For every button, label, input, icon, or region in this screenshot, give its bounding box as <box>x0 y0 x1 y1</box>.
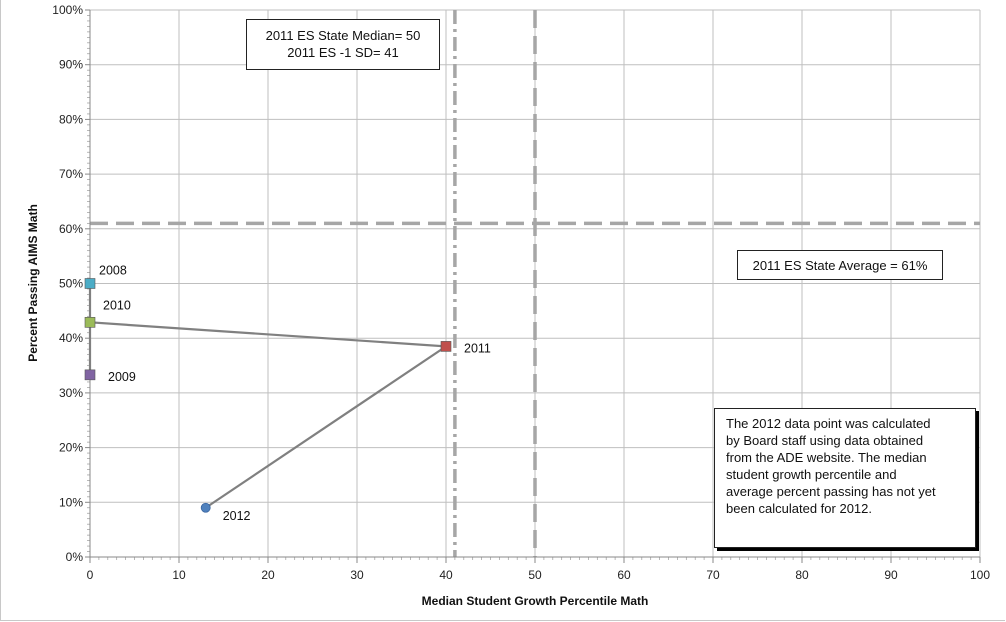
median-annotation-box: 2011 ES State Median= 50 2011 ES -1 SD= … <box>246 19 440 70</box>
note-line: average percent passing has not yet <box>726 484 936 499</box>
y-tick-label: 50% <box>59 277 83 291</box>
y-tick-label: 90% <box>59 58 83 72</box>
axes: 0% 10% 20% 30% 40% 50% 60% 70% 80% 90% 100% 0 10 20 30… <box>52 3 990 582</box>
y-tick-label: 80% <box>59 112 83 126</box>
data-label-2010: 2010 <box>103 298 131 312</box>
average-annotation-box: 2011 ES State Average = 61% <box>737 250 943 280</box>
x-tick-label: 10 <box>172 568 186 582</box>
note-line: The 2012 data point was calculated <box>726 416 931 431</box>
data-point-2008 <box>84 278 96 289</box>
x-tick-label: 40 <box>439 568 453 582</box>
x-tick-label: 90 <box>884 568 898 582</box>
data-label-2011: 2011 <box>464 341 491 355</box>
x-tick-label: 100 <box>970 568 990 582</box>
note-line: from the ADE website. The median <box>726 450 927 465</box>
y-tick-label: 60% <box>59 222 83 236</box>
data-label-2008: 2008 <box>99 264 127 278</box>
x-tick-label: 20 <box>261 568 275 582</box>
y-tick-label: 30% <box>59 386 83 400</box>
data-point-2009 <box>84 369 96 381</box>
y-tick-label: 10% <box>59 495 83 509</box>
sd-annotation-line: 2011 ES -1 SD= 41 <box>287 45 399 60</box>
y-tick-label: 40% <box>59 331 83 345</box>
median-annotation-line: 2011 ES State Median= 50 <box>265 28 421 43</box>
note-line: been calculated for 2012. <box>726 501 872 516</box>
average-annotation-text: 2011 ES State Average = 61% <box>752 258 928 273</box>
note-line: by Board staff using data obtained <box>726 433 924 448</box>
y-tick-label: 70% <box>59 167 83 181</box>
note-annotation-box: The 2012 data point was calculated by Bo… <box>714 408 976 548</box>
point-labels: 2008 2009 2010 2011 2012 <box>99 264 491 523</box>
y-tick-label: 0% <box>66 550 84 564</box>
x-tick-label: 0 <box>87 568 94 582</box>
y-axis-title: Percent Passing AIMS Math <box>26 204 40 362</box>
data-point-2011 <box>440 341 452 352</box>
x-tick-label: 80 <box>795 568 809 582</box>
data-label-2009: 2009 <box>108 370 136 384</box>
x-axis-title: Median Student Growth Percentile Math <box>422 594 649 608</box>
x-tick-label: 70 <box>706 568 720 582</box>
data-points <box>84 278 452 513</box>
x-tick-label: 30 <box>350 568 364 582</box>
y-tick-label: 100% <box>52 3 83 17</box>
x-tick-label: 50 <box>528 568 542 582</box>
reference-lines <box>90 10 980 557</box>
y-tick-label: 20% <box>59 441 83 455</box>
x-tick-label: 60 <box>617 568 631 582</box>
data-point-2012 <box>200 502 211 513</box>
note-line: student growth percentile and <box>726 467 897 482</box>
data-label-2012: 2012 <box>223 509 251 523</box>
data-point-2010 <box>84 317 96 328</box>
